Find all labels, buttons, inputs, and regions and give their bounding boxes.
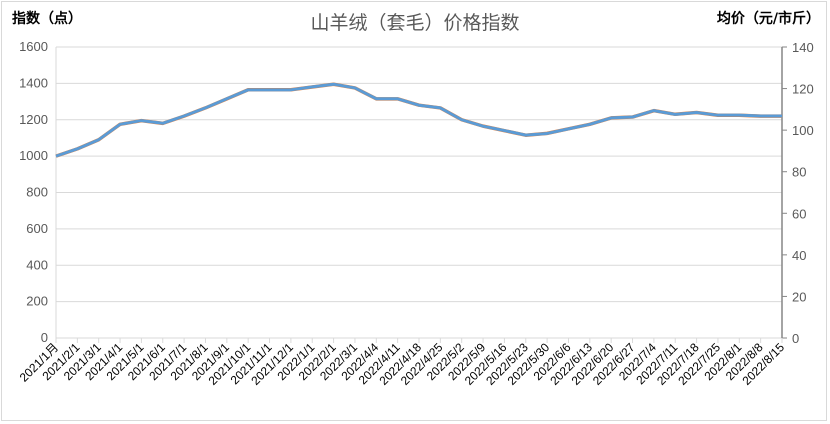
- right-axis-label: 均价（元/市斤）: [716, 11, 820, 27]
- right-tick-label: 100: [792, 123, 814, 138]
- right-tick-label: 140: [792, 40, 814, 55]
- left-tick-label: 0: [41, 330, 48, 345]
- left-tick-label: 800: [26, 185, 48, 200]
- right-tick-label: 40: [792, 248, 806, 263]
- left-tick-label: 400: [26, 257, 48, 272]
- right-tick-label: 60: [792, 206, 806, 221]
- right-tick-label: 80: [792, 165, 806, 180]
- left-tick-label: 1200: [19, 112, 48, 127]
- left-tick-label: 1600: [19, 39, 48, 54]
- chart-title: 山羊绒（套毛）价格指数: [310, 12, 520, 34]
- right-tick-label: 20: [792, 289, 806, 304]
- right-tick-label: 0: [792, 331, 799, 346]
- left-axis-label: 指数（点）: [12, 11, 82, 27]
- left-tick-label: 600: [26, 221, 48, 236]
- left-tick-label: 200: [26, 294, 48, 309]
- right-tick-label: 120: [792, 82, 814, 97]
- left-tick-label: 1000: [19, 148, 48, 163]
- left-tick-label: 1400: [19, 75, 48, 90]
